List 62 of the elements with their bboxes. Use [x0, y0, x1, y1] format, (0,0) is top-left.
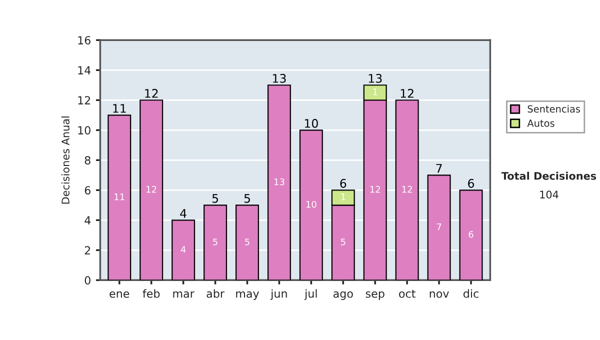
y-tick-label: 8 [84, 156, 90, 165]
total-label: 10 [304, 118, 318, 128]
x-tick-label: abr [206, 289, 224, 298]
total-label: 11 [113, 104, 126, 113]
data-label: 7 [436, 224, 442, 230]
x-tick-label: nov [430, 291, 449, 298]
bar [427, 174, 451, 280]
total-label: 4 [180, 209, 186, 218]
total-label: 5 [212, 194, 218, 203]
data-label: 12 [402, 186, 412, 193]
x-tick-label: may [236, 291, 260, 300]
data-label: 13 [274, 178, 284, 186]
data-label: 10 [306, 200, 316, 208]
y-tick-label: 10 [78, 126, 90, 135]
x-tick-label: feb [142, 289, 160, 298]
legend-label: Sentencias [528, 105, 580, 113]
data-label: 5 [245, 238, 250, 246]
y-tick-label: 2 [84, 246, 90, 254]
data-label: 1 [341, 194, 346, 200]
y-tick-label: 4 [84, 216, 91, 224]
total-label: 13 [368, 74, 382, 83]
total-label: 6 [468, 178, 474, 188]
x-tick-label: oct [399, 290, 416, 298]
bar [204, 204, 228, 280]
y-tick-label: 12 [78, 96, 90, 104]
x-tick-label: sep [366, 291, 384, 300]
bar [299, 130, 323, 280]
data-label: 5 [340, 238, 346, 246]
legend-label: Autos [527, 120, 554, 127]
data-label: 5 [213, 238, 218, 246]
bar [267, 84, 291, 280]
total-label: 7 [436, 164, 442, 173]
bar [140, 100, 164, 280]
y-tick-label: 6 [84, 186, 90, 195]
x-tick-label: ene [110, 291, 130, 298]
x-tick-label: jun [270, 289, 287, 300]
bar [459, 190, 483, 280]
data-label: 12 [146, 186, 156, 193]
total-label: 5 [244, 194, 250, 203]
bar [395, 100, 419, 280]
data-label: 11 [114, 194, 124, 200]
data-label: 1 [373, 88, 378, 96]
bar [236, 204, 259, 280]
y-axis-title: Decisiones Anual [61, 116, 70, 204]
data-label: 6 [468, 230, 474, 238]
total-label: 12 [400, 88, 414, 98]
total-label: 6 [340, 178, 346, 188]
data-label: 12 [370, 186, 380, 193]
text: 104 [540, 190, 558, 199]
y-tick-label: 0 [84, 276, 90, 285]
x-tick-label: mar [173, 291, 194, 298]
total-label: 12 [145, 88, 158, 98]
bar [172, 220, 196, 280]
x-tick-label: ago [333, 291, 353, 300]
data-label: 4 [180, 246, 186, 253]
total-label: 13 [273, 74, 286, 83]
y-tick-label: 14 [78, 66, 91, 74]
y-tick-label: 16 [78, 36, 90, 44]
bar [108, 114, 132, 280]
x-tick-label: jul [304, 289, 317, 300]
x-tick-label: dic [464, 289, 478, 298]
text: Total Decisiones [501, 172, 596, 180]
